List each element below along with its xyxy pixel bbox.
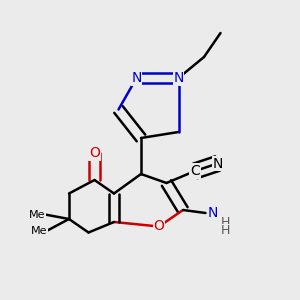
Text: N: N [212,157,223,170]
Text: N: N [208,206,218,220]
Text: O: O [89,146,100,160]
Text: H: H [221,215,231,229]
Text: Me: Me [31,226,47,236]
Text: O: O [154,220,164,233]
Text: N: N [131,71,142,85]
Text: C: C [190,164,200,178]
Text: N: N [173,71,184,85]
Text: H: H [221,224,231,238]
Text: Me: Me [29,209,46,220]
